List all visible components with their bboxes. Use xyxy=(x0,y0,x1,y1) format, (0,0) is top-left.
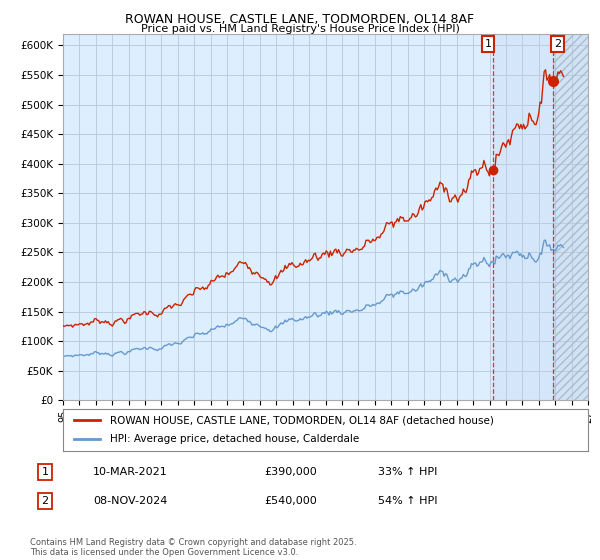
Text: ROWAN HOUSE, CASTLE LANE, TODMORDEN, OL14 8AF: ROWAN HOUSE, CASTLE LANE, TODMORDEN, OL1… xyxy=(125,13,475,26)
Text: 54% ↑ HPI: 54% ↑ HPI xyxy=(378,496,437,506)
Text: 1: 1 xyxy=(41,467,49,477)
Text: HPI: Average price, detached house, Calderdale: HPI: Average price, detached house, Cald… xyxy=(110,435,359,445)
Text: £390,000: £390,000 xyxy=(264,467,317,477)
Text: 1: 1 xyxy=(484,39,491,49)
Bar xyxy=(553,34,588,400)
Text: Price paid vs. HM Land Registry's House Price Index (HPI): Price paid vs. HM Land Registry's House … xyxy=(140,24,460,34)
Text: 2: 2 xyxy=(41,496,49,506)
Text: Contains HM Land Registry data © Crown copyright and database right 2025.
This d: Contains HM Land Registry data © Crown c… xyxy=(30,538,356,557)
Bar xyxy=(493,34,553,400)
Text: 10-MAR-2021: 10-MAR-2021 xyxy=(93,467,168,477)
Bar xyxy=(553,34,588,400)
Text: ROWAN HOUSE, CASTLE LANE, TODMORDEN, OL14 8AF (detached house): ROWAN HOUSE, CASTLE LANE, TODMORDEN, OL1… xyxy=(110,415,494,425)
Text: 2: 2 xyxy=(554,39,562,49)
Text: 08-NOV-2024: 08-NOV-2024 xyxy=(93,496,167,506)
Text: £540,000: £540,000 xyxy=(264,496,317,506)
Text: 33% ↑ HPI: 33% ↑ HPI xyxy=(378,467,437,477)
